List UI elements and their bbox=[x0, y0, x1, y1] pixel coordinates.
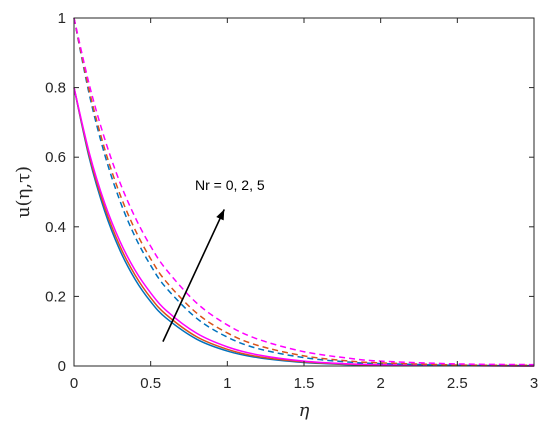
tick-layer: 0 0.5 1 1.5 2 2.5 3 0 0.2 0.4 0.6 0.8 1 bbox=[45, 10, 538, 392]
y-tick-label: 1 bbox=[58, 10, 66, 27]
y-tick-label: 0.2 bbox=[45, 288, 66, 305]
x-tick-label: 2.5 bbox=[447, 375, 468, 392]
y-tick-label: 0 bbox=[58, 358, 66, 375]
series-line-dashed-5 bbox=[73, 17, 535, 366]
x-axis-label: η bbox=[299, 400, 310, 421]
x-tick-label: 1.5 bbox=[294, 375, 315, 392]
x-tick-label: 2 bbox=[376, 375, 384, 392]
y-tick-label: 0.4 bbox=[45, 219, 66, 236]
y-axis-label: u(η,τ) bbox=[13, 166, 34, 218]
annotation-text: Nr = 0, 2, 5 bbox=[195, 177, 265, 193]
x-tick-label: 1 bbox=[223, 375, 231, 392]
x-tick-label: 3 bbox=[530, 375, 538, 392]
annotation-arrow-shaft bbox=[162, 209, 225, 342]
annotation-arrow-head bbox=[216, 209, 225, 221]
series-layer bbox=[73, 17, 535, 367]
series-line-dashed-4 bbox=[73, 17, 535, 367]
plot-area bbox=[74, 18, 534, 366]
y-tick-label: 0.8 bbox=[45, 80, 66, 97]
y-tick-label: 0.6 bbox=[45, 149, 66, 166]
x-tick-label: 0 bbox=[70, 375, 78, 392]
annotation-layer: Nr = 0, 2, 5 bbox=[162, 177, 265, 342]
x-tick-label: 0.5 bbox=[140, 375, 161, 392]
series-line-solid-2 bbox=[73, 87, 535, 367]
series-line-dashed-3 bbox=[73, 17, 535, 367]
